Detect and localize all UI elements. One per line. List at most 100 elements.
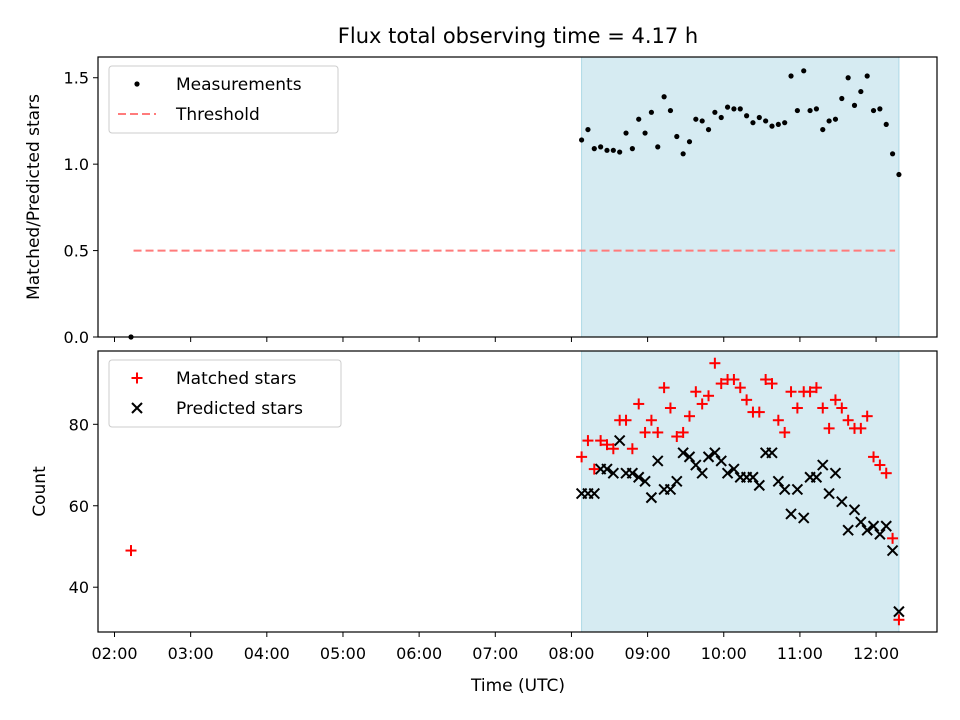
y-tick-label: 80 <box>69 415 89 434</box>
predicted-star-point <box>652 455 664 467</box>
measurement-point <box>731 106 737 112</box>
y-axis-label: Matched/Predicted stars <box>24 94 44 300</box>
matched-star-point <box>874 459 886 471</box>
matched-star-point <box>125 545 137 557</box>
measurement-point <box>756 114 762 121</box>
measurement-point <box>801 68 807 74</box>
measurement-point <box>775 121 781 128</box>
legend-label: Threshold <box>175 105 260 125</box>
top-panel: 0.0 0.5 1.0 1.5 Matched/Predicted stars Measu… <box>24 56 938 347</box>
x-tick-label: 09:00 <box>625 644 671 663</box>
predicted-star-point <box>721 467 734 479</box>
predicted-star-point <box>778 483 791 496</box>
measurement-point <box>813 106 820 112</box>
legend-marker-predicted <box>131 402 143 414</box>
measurement-point <box>699 118 705 124</box>
measurement-point <box>724 104 731 110</box>
predicted-star-point <box>747 471 759 483</box>
predicted-star-point <box>601 463 613 475</box>
matched-star-point <box>582 435 594 447</box>
matched-star-point <box>715 378 727 390</box>
predicted-star-point <box>817 459 829 471</box>
x-tick-label: 08:00 <box>548 644 594 663</box>
predicted-star-point <box>588 487 600 500</box>
measurement-point <box>763 118 769 124</box>
measurement-point <box>655 144 661 150</box>
matched-star-point <box>639 426 651 438</box>
measurement-point <box>851 102 858 108</box>
measurement-point <box>617 149 623 155</box>
predicted-star-point <box>753 479 766 492</box>
predicted-star-point <box>671 475 683 488</box>
x-tick-label: 10:00 <box>701 644 747 663</box>
matched-star-point <box>683 410 695 422</box>
bottom-panel: 02:00 03:00 04:00 05:00 06:00 07:00 08:00 09:00… <box>30 350 938 663</box>
predicted-star-point <box>848 504 861 516</box>
predicted-star-point <box>798 512 810 524</box>
predicted-star-point <box>645 491 658 504</box>
plot-area <box>125 357 905 626</box>
predicted-star-point <box>766 447 778 459</box>
measurement-point <box>737 106 743 112</box>
predicted-star-point <box>855 516 867 528</box>
matched-star-point <box>664 402 676 414</box>
predicted-star-point <box>810 471 823 483</box>
legend: Matched stars Predicted stars <box>108 359 342 428</box>
measurement-point <box>826 118 832 124</box>
measurement-point <box>870 107 877 114</box>
matched-star-point <box>626 443 638 455</box>
matched-star-point <box>855 422 867 434</box>
measurement-point <box>807 107 813 114</box>
measurement-point <box>661 94 667 100</box>
matched-star-point <box>772 414 784 426</box>
measurement-point <box>667 107 674 114</box>
plot-area <box>128 68 902 340</box>
matched-star-point <box>671 431 683 443</box>
predicted-star-point <box>683 451 696 463</box>
predicted-star-point <box>709 447 721 459</box>
measurement-point <box>686 139 693 145</box>
matched-star-point <box>709 357 721 369</box>
predicted-star-point <box>677 447 689 459</box>
predicted-star-point <box>867 520 880 532</box>
predicted-star-point <box>772 475 785 488</box>
predicted-star-point <box>702 451 715 463</box>
predicted-star-point <box>696 467 708 479</box>
x-tick-label: 03:00 <box>168 644 214 663</box>
x-axis-label: Time (UTC) <box>470 676 565 696</box>
matched-star-point <box>823 422 835 434</box>
predicted-star-point <box>842 524 854 536</box>
matched-star-point <box>880 467 892 479</box>
predicted-star-point <box>626 467 639 479</box>
measurement-point <box>788 73 794 79</box>
y-tick-label: 60 <box>69 497 89 516</box>
measurement-point <box>604 147 610 153</box>
predicted-star-point <box>893 605 905 618</box>
y-tick-label: 0.5 <box>64 242 89 261</box>
measurement-point <box>610 147 616 153</box>
matched-star-point <box>652 426 664 438</box>
measurement-point <box>629 146 635 152</box>
matched-star-point <box>842 414 854 426</box>
matched-star-point <box>766 378 778 390</box>
measurement-point <box>820 126 826 133</box>
shaded-interval <box>581 56 900 338</box>
measurement-point <box>712 109 718 115</box>
measurement-point <box>832 116 839 122</box>
matched-star-point <box>804 386 816 398</box>
legend-box <box>108 65 339 134</box>
matched-star-point <box>595 435 607 447</box>
matched-star-point <box>696 398 708 410</box>
measurement-point <box>578 137 585 143</box>
legend-marker-matched <box>131 372 143 384</box>
matched-star-point <box>588 463 600 475</box>
measurement-point <box>585 126 591 133</box>
matched-star-point <box>753 406 765 418</box>
predicted-star-point <box>639 475 651 488</box>
measurement-point <box>782 120 788 126</box>
legend-label: Matched stars <box>176 369 296 389</box>
predicted-star-point <box>861 524 873 536</box>
y-tick-label: 1.0 <box>64 155 89 174</box>
matched-star-point <box>785 386 797 398</box>
